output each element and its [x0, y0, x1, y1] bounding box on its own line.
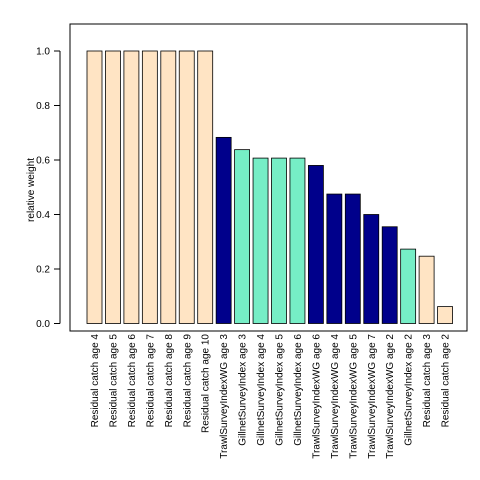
bar — [271, 157, 287, 324]
x-tick-label: Residual catch age 3 — [422, 334, 433, 428]
bar — [252, 157, 269, 324]
x-tick-label: Residual catch age 4 — [90, 334, 101, 428]
bar — [86, 50, 103, 324]
bar — [381, 226, 398, 324]
x-tick-label: GillnetSurveyIndex age 3 — [238, 334, 249, 446]
bar — [418, 255, 435, 324]
bar — [178, 50, 195, 324]
x-tick-label: Residual catch age 10 — [201, 334, 212, 433]
bar — [105, 50, 121, 324]
bar — [141, 50, 158, 324]
bar — [307, 165, 324, 324]
x-tick-label: GillnetSurveyIndex age 2 — [404, 334, 415, 446]
x-tick-label: Residual catch age 6 — [127, 334, 138, 428]
bar — [160, 50, 177, 324]
x-tick-label: Residual catch age 9 — [182, 334, 193, 428]
y-tick-label: 0.2 — [36, 265, 50, 276]
x-tick-label: TrawlSurveyIndexWG age 3 — [219, 334, 230, 459]
x-tick-label: GillnetSurveyIndex age 4 — [256, 334, 267, 446]
x-tick-label: TrawlSurveyIndexWG age 7 — [367, 334, 378, 459]
plot-frame — [69, 23, 468, 332]
y-tick-label: 0.6 — [36, 156, 50, 167]
x-tick-label: TrawlSurveyIndexWG age 4 — [330, 334, 341, 459]
bar — [123, 50, 140, 324]
bar — [215, 136, 232, 324]
bar — [289, 157, 306, 324]
x-tick-label: TrawlSurveyIndexWG age 5 — [348, 334, 359, 459]
x-tick-label: Residual catch age 8 — [164, 334, 175, 428]
bar — [437, 306, 453, 324]
y-tick-label: 0.4 — [36, 210, 50, 221]
bar — [197, 50, 214, 324]
x-tick-label: TrawlSurveyIndexWG age 2 — [385, 334, 396, 459]
x-tick-label: GillnetSurveyIndex age 5 — [275, 334, 286, 446]
y-axis: 0.0 0.2 0.4 0.6 0.8 1.0 — [36, 47, 61, 330]
bar — [400, 248, 417, 324]
x-tick-label: Residual catch age 7 — [145, 334, 156, 428]
y-tick-label: 0.8 — [36, 101, 50, 112]
y-tick-label: 1.0 — [36, 47, 50, 58]
y-axis-label: relative weight — [26, 158, 37, 222]
y-tick-label: 0.0 — [36, 319, 50, 330]
x-tick-labels: Residual catch age 4 Residual catch age 5… — [90, 334, 452, 459]
bar — [326, 193, 343, 324]
bar — [344, 193, 361, 324]
bar — [363, 214, 380, 324]
bars — [86, 50, 453, 324]
x-tick-label: Residual catch age 2 — [441, 334, 452, 428]
x-tick-label: TrawlSurveyIndexWG age 6 — [311, 334, 322, 459]
x-tick-label: GillnetSurveyIndex age 6 — [293, 334, 304, 446]
x-tick-label: Residual catch age 5 — [108, 334, 119, 428]
bar — [234, 149, 251, 324]
